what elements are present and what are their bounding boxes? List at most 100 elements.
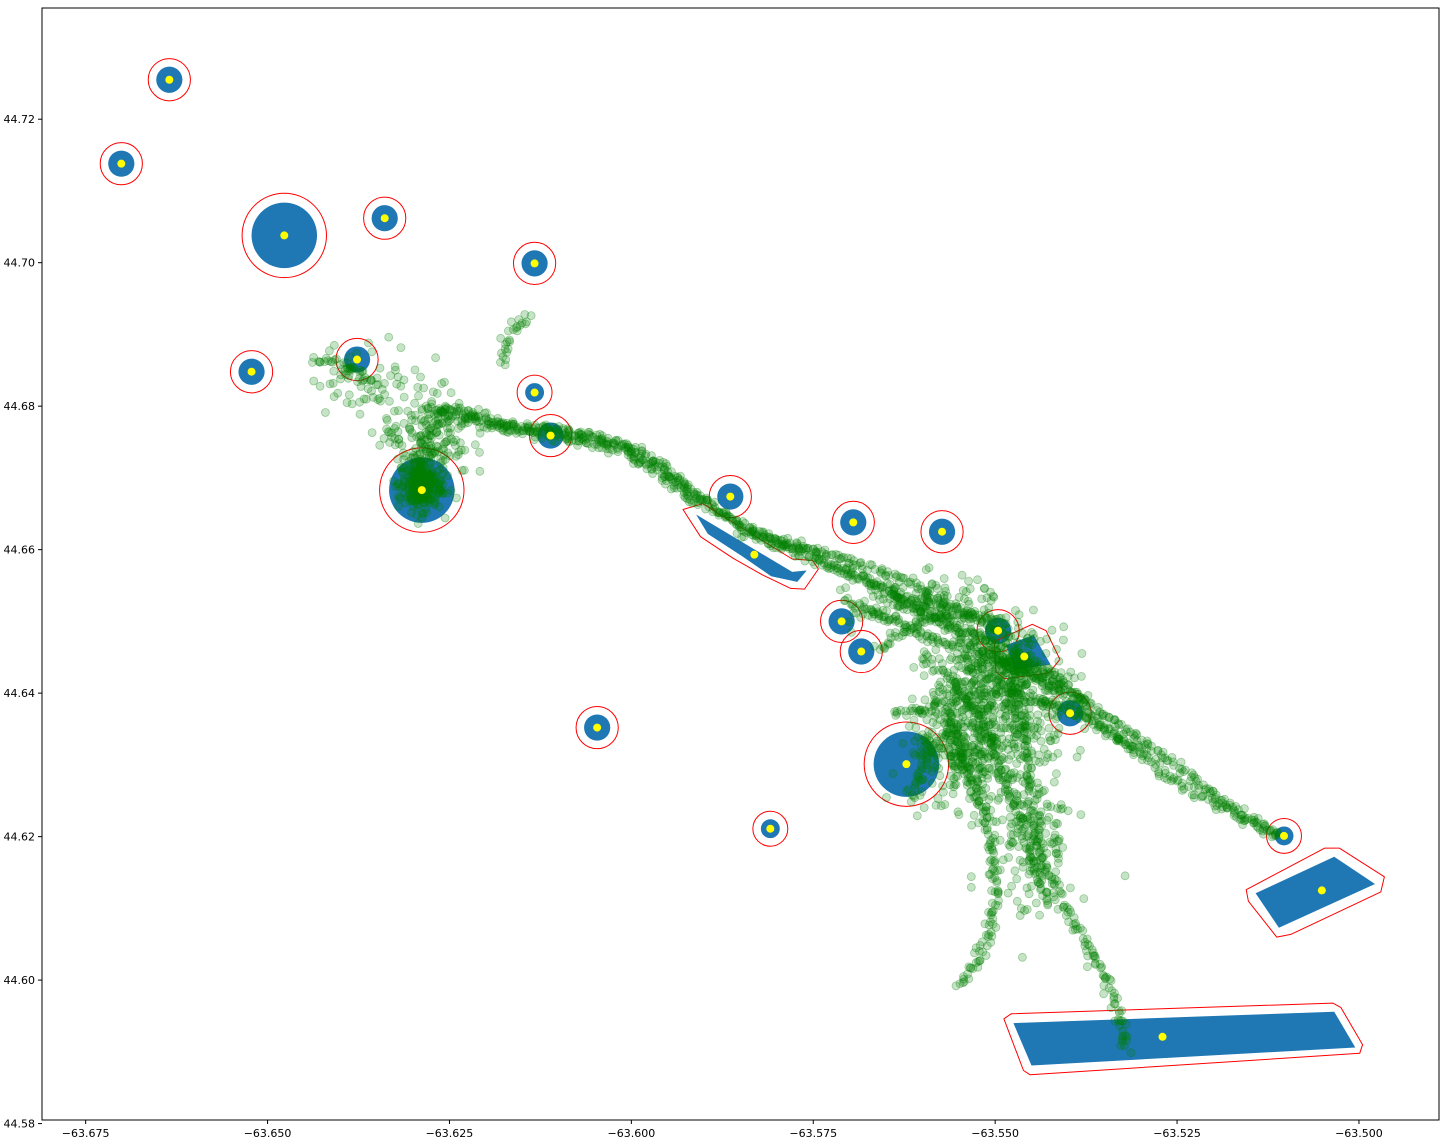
track-point-815 [657, 469, 667, 479]
track-point-1275 [1007, 688, 1017, 698]
zone-centroid-18 [902, 760, 911, 769]
track-point-22 [481, 413, 491, 423]
track-point-1366 [1049, 888, 1058, 898]
track-point-172 [778, 540, 788, 549]
track-point-140 [714, 508, 723, 518]
track-point-937 [936, 613, 946, 623]
track-point-1154 [967, 700, 976, 710]
track-point-1988 [522, 317, 531, 327]
track-point-1260 [1005, 664, 1014, 674]
track-point-1129 [928, 666, 938, 676]
track-point-104 [658, 462, 668, 472]
track-point-568 [720, 513, 730, 522]
track-point-213 [862, 577, 872, 587]
track-point-3319 [1036, 736, 1046, 746]
track-point-3204 [944, 644, 954, 654]
track-point-320 [1070, 687, 1080, 697]
track-point-506 [603, 433, 613, 443]
track-point-874 [808, 557, 818, 567]
track-point-307 [1045, 668, 1055, 678]
track-point-3173 [995, 648, 1005, 658]
track-point-374 [1163, 756, 1173, 765]
track-point-3521 [958, 586, 968, 595]
track-point-855 [767, 539, 777, 549]
track-point-541 [674, 480, 684, 490]
track-point-3077 [938, 659, 947, 668]
track-point-614 [820, 545, 830, 555]
track-point-1016 [1084, 707, 1093, 717]
track-point-832 [681, 493, 690, 503]
track-point-2570 [919, 671, 929, 680]
track-point-3641 [975, 763, 985, 773]
track-point-3048 [1083, 691, 1093, 700]
track-point-1217 [1017, 826, 1027, 835]
track-point-679 [949, 602, 959, 612]
track-point-532 [660, 463, 670, 473]
track-point-595 [779, 534, 789, 544]
track-point-600 [785, 538, 795, 548]
track-point-2922 [1027, 749, 1037, 758]
track-point-2444 [320, 408, 330, 417]
track-point-1184 [989, 756, 999, 766]
track-point-89 [626, 447, 636, 457]
track-point-3669 [926, 747, 936, 757]
track-point-3649 [925, 736, 934, 746]
track-point-453 [496, 419, 506, 429]
track-point-1102 [1235, 815, 1245, 824]
track-point-767 [563, 434, 572, 444]
track-point-167 [773, 539, 783, 549]
track-point-350 [1121, 725, 1130, 735]
track-point-661 [912, 582, 922, 592]
track-point-3340 [966, 872, 976, 881]
track-point-750 [519, 426, 528, 436]
track-point-535 [660, 472, 670, 482]
track-point-1298 [1020, 741, 1029, 751]
zone-buffer-8 [528, 413, 573, 458]
track-point-636 [857, 564, 867, 574]
track-point-57 [561, 428, 570, 438]
track-point-3670 [939, 743, 948, 753]
track-point-3536 [890, 594, 900, 604]
track-point-584 [757, 527, 767, 537]
track-point-3602 [967, 678, 976, 688]
track-point-3509 [918, 604, 928, 614]
track-point-235 [907, 596, 916, 605]
track-point-698 [982, 619, 992, 628]
track-point-797 [622, 445, 631, 455]
track-point-2675 [1042, 685, 1051, 695]
track-point-633 [856, 558, 866, 567]
track-point-216 [869, 578, 879, 588]
track-point-1209 [1015, 810, 1025, 820]
track-point-560 [710, 503, 720, 512]
track-point-547 [681, 486, 691, 496]
track-point-2416 [404, 423, 414, 432]
track-point-1073 [1177, 781, 1187, 791]
track-point-985 [1025, 668, 1035, 678]
track-point-523 [638, 455, 648, 465]
track-point-409 [1228, 802, 1238, 812]
track-point-188 [810, 553, 820, 562]
zone-buffer-9 [379, 447, 465, 533]
track-point-3578 [911, 703, 921, 713]
track-point-329 [1079, 693, 1089, 703]
track-point-2378 [432, 427, 442, 437]
track-point-1307 [1026, 763, 1036, 773]
track-point-425 [1259, 819, 1269, 829]
track-point-386 [1189, 770, 1198, 780]
track-point-534 [662, 470, 672, 480]
track-point-1093 [1222, 802, 1232, 812]
track-point-2411 [416, 454, 426, 464]
track-point-3344 [1013, 828, 1022, 838]
track-point-122 [679, 488, 689, 497]
track-point-649 [892, 571, 902, 580]
track-point-4 [445, 404, 455, 414]
track-point-3199 [1014, 640, 1024, 649]
track-point-1191 [1003, 772, 1013, 782]
track-point-442 [467, 414, 477, 424]
track-point-876 [814, 554, 823, 564]
track-point-1183 [999, 754, 1008, 763]
track-point-2469 [375, 363, 385, 373]
track-point-550 [689, 489, 699, 499]
track-point-55 [558, 430, 568, 440]
track-point-284 [1000, 643, 1010, 653]
